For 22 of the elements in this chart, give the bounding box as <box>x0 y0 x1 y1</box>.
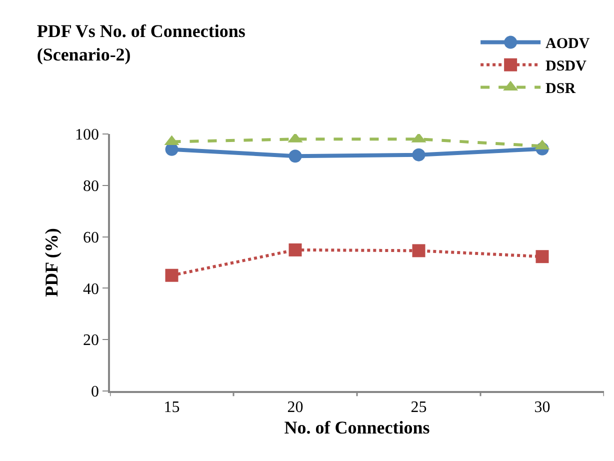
point <box>288 243 302 256</box>
legend-label: AODV <box>546 36 590 52</box>
x-tick-label: 20 <box>287 398 304 416</box>
x-tick-label: 25 <box>410 398 427 416</box>
x-axis-title: No. of Connections <box>284 418 430 438</box>
point <box>165 268 178 282</box>
legend-label: DSDV <box>546 58 587 75</box>
point <box>412 244 426 258</box>
y-tick-label: 0 <box>91 384 100 401</box>
y-tick-label: 100 <box>75 126 100 144</box>
point <box>412 148 426 162</box>
point <box>288 150 302 163</box>
chart-title: PDF Vs No. of Connections (Scenario-2) <box>36 20 246 64</box>
y-tick-label: 40 <box>83 280 100 298</box>
y-tick-label: 60 <box>83 229 100 246</box>
point <box>536 250 549 264</box>
y-tick-label: 20 <box>83 332 100 350</box>
legend-label: DSR <box>546 81 576 98</box>
x-tick-label: 15 <box>164 398 180 416</box>
y-tick-label: 80 <box>83 178 100 195</box>
y-axis-title: PDF (%) <box>42 228 62 297</box>
x-tick-label: 30 <box>534 398 550 416</box>
